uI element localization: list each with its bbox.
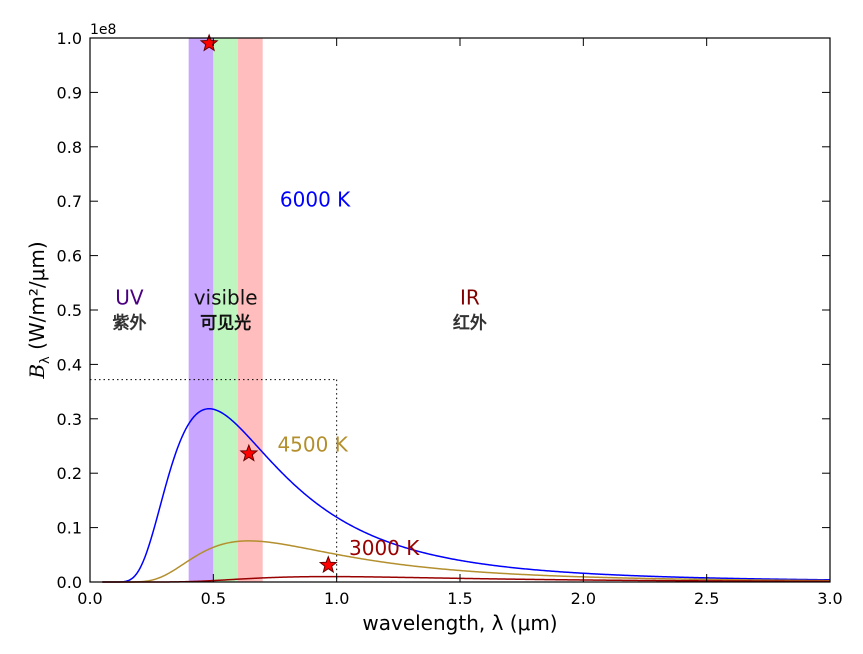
peak-star-3000k [318,555,338,574]
y-axis-label: Bλ (W/m²/μm) [25,241,53,379]
x-tick-label: 1.0 [324,589,349,608]
y-tick-label: 0.8 [57,138,82,157]
spectrum-band-2 [238,38,263,582]
y-tick-label: 0.5 [57,301,82,320]
series-label-4500k: 4500 K [277,432,348,456]
y-tick-label: 0.3 [57,410,82,429]
spectrum-band-0 [188,38,214,582]
peak-star-4500k [239,443,259,462]
region-label-1: visible [194,286,258,310]
x-tick-label: 0.5 [201,589,226,608]
x-tick-label: 2.0 [571,589,596,608]
y-offset-label: 1e8 [90,22,116,38]
reference-lines [90,379,338,582]
y-tick-label: 0.4 [57,355,82,374]
y-tick-label: 0.7 [57,192,82,211]
region-label-2: IR [460,286,480,310]
peak-markers [199,33,338,574]
x-tick-label: 1.5 [447,589,472,608]
curve-6000k [102,407,831,583]
region-label-0: UV [115,286,144,310]
y-tick-label: 0.9 [57,83,82,102]
curve-3000k [102,575,830,583]
series-label-3000k: 3000 K [349,536,420,560]
region-sublabel-1: 可见光 [200,313,251,334]
region-sublabel-2: 红外 [453,313,487,334]
annotation-labels: 6000 K 4500 K 3000 K UV 紫外 visible 可见光 IR 红外 [112,188,486,560]
visible-spectrum-bands [188,38,263,582]
y-tick-label: 0.0 [57,573,82,592]
x-tick-label: 2.5 [694,589,719,608]
spectrum-band-1 [213,38,238,582]
x-axis-label: wavelength, λ (μm) [362,611,557,635]
y-tick-label: 0.2 [57,464,82,483]
y-tick-label: 0.6 [57,247,82,266]
peak-star-6000k [199,33,219,52]
planck-curves [102,407,831,583]
x-tick-label: 3.0 [817,589,842,608]
x-tick-label: 0.0 [77,589,102,608]
y-tick-label: 1.0 [57,29,82,48]
axis-ticks: 0.0 0.5 1.0 1.5 2.0 2.5 3.0 0.0 0.1 0.2 0.3 0.4 0.5 0… [57,29,843,608]
y-tick-label: 0.1 [57,519,82,538]
series-label-6000k: 6000 K [280,188,351,212]
region-sublabel-0: 紫外 [112,313,146,334]
curve-4500k [102,540,831,583]
